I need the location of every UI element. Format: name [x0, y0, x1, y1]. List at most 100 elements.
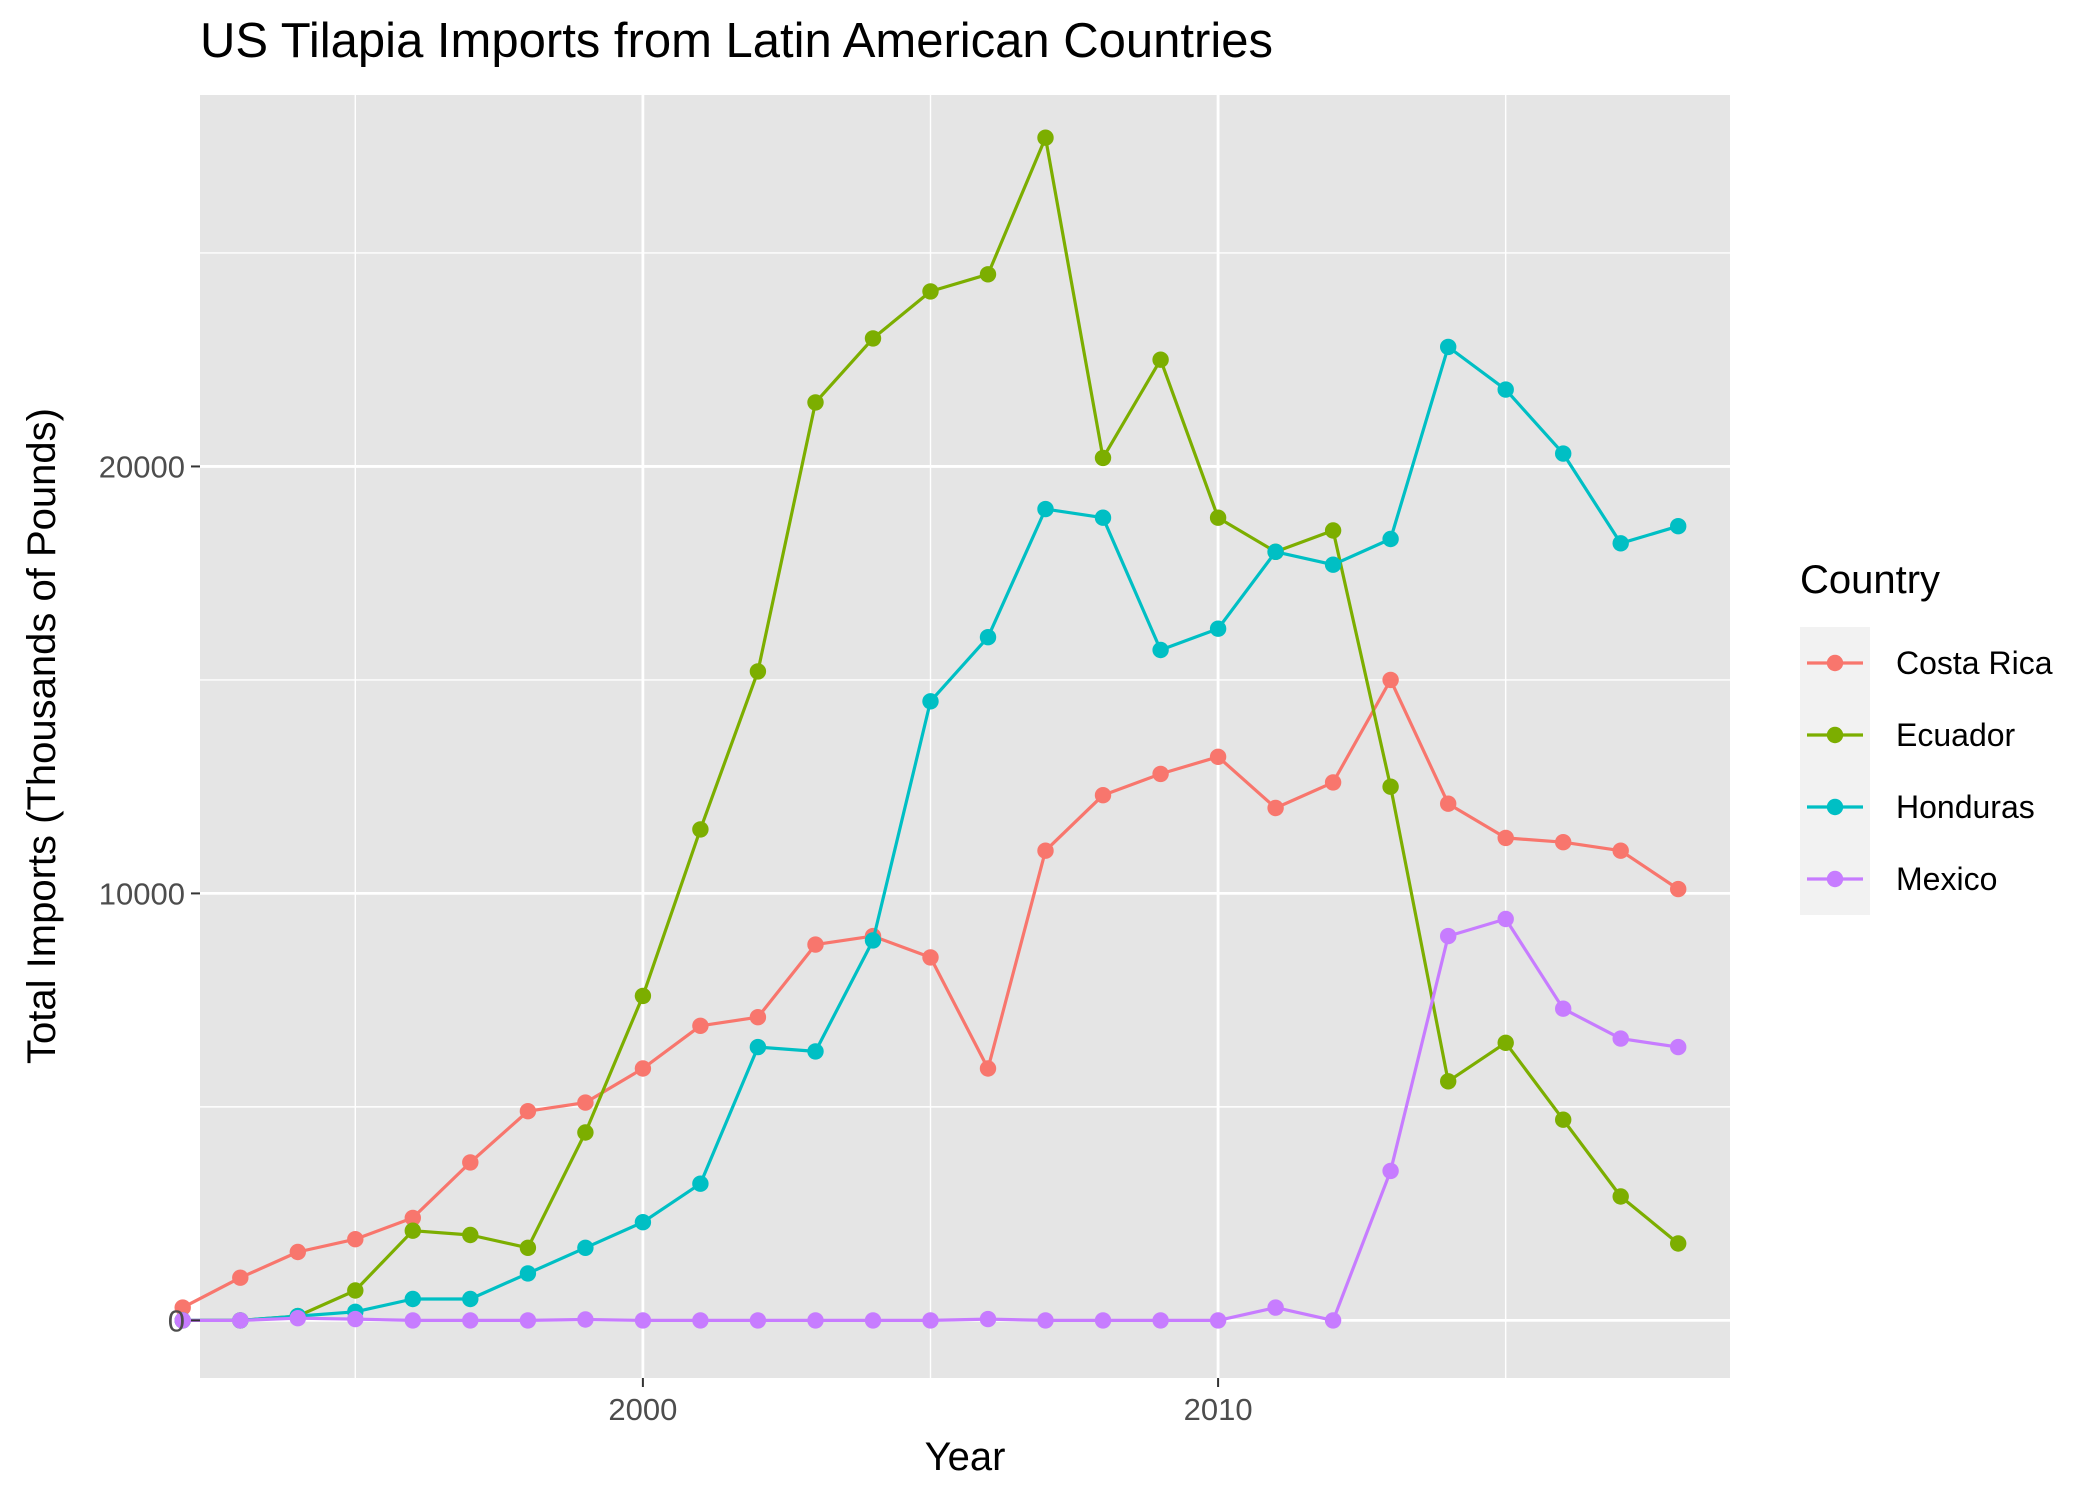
data-point-ecuador [577, 1124, 594, 1141]
data-point-mexico [1037, 1312, 1054, 1329]
data-point-ecuador [1152, 351, 1169, 368]
axis-layer: 2000 2010 0 10000 20000 [99, 449, 1253, 1427]
legend-label-ecuador: Ecuador [1896, 717, 2016, 753]
data-point-honduras [519, 1265, 537, 1282]
data-point-costa-rica [1267, 799, 1284, 817]
data-point-ecuador [749, 663, 767, 680]
data-point-costa-rica [807, 936, 824, 953]
data-point-mexico [1555, 1000, 1572, 1017]
x-tick-label: 2010 [1184, 1392, 1253, 1427]
y-tick-label: 0 [168, 1303, 185, 1338]
y-tick-label: 20000 [99, 449, 185, 484]
legend-label-mexico: Mexico [1896, 861, 1997, 897]
data-point-honduras [1497, 381, 1514, 398]
data-point-mexico [577, 1311, 594, 1328]
data-point-costa-rica [462, 1154, 479, 1171]
data-point-mexico [864, 1312, 882, 1329]
data-point-honduras [634, 1214, 652, 1231]
data-point-ecuador [864, 330, 882, 347]
data-point-honduras [1670, 518, 1687, 535]
data-point-ecuador [1497, 1034, 1514, 1052]
data-point-honduras [807, 1043, 824, 1060]
legend-key-point-mexico [1826, 870, 1844, 888]
data-point-ecuador [692, 821, 709, 838]
x-tick-label: 2000 [608, 1392, 677, 1427]
data-point-ecuador [1555, 1111, 1572, 1128]
data-point-ecuador [634, 987, 652, 1005]
y-tick-label: 10000 [99, 876, 185, 911]
data-point-costa-rica [749, 1009, 767, 1026]
data-point-costa-rica [1324, 774, 1342, 791]
data-point-ecuador [1382, 778, 1399, 795]
legend-label-costa-rica: Costa Rica [1896, 645, 2053, 681]
data-point-costa-rica [979, 1060, 997, 1077]
data-point-mexico [232, 1312, 249, 1329]
data-point-costa-rica [174, 1299, 191, 1316]
data-point-honduras [577, 1239, 594, 1257]
legend-key-point-honduras [1826, 798, 1844, 816]
data-point-costa-rica [1209, 748, 1227, 765]
data-point-costa-rica [634, 1060, 652, 1077]
data-point-mexico [1497, 910, 1514, 928]
data-point-honduras [1094, 509, 1112, 526]
data-point-honduras [1382, 530, 1399, 548]
data-point-costa-rica [404, 1209, 421, 1227]
data-point-mexico [634, 1312, 652, 1329]
data-point-ecuador [807, 394, 824, 411]
data-point-costa-rica [1037, 842, 1054, 859]
data-point-honduras [1209, 620, 1227, 637]
data-point-costa-rica [1440, 795, 1457, 812]
data-point-mexico [347, 1310, 364, 1328]
data-point-honduras [1440, 338, 1457, 356]
legend-key-point-ecuador [1826, 726, 1844, 744]
data-point-mexico [1612, 1030, 1629, 1047]
y-axis-title: Total Imports (Thousands of Pounds) [20, 408, 64, 1064]
data-point-ecuador [1612, 1188, 1629, 1205]
data-point-honduras [1267, 543, 1284, 560]
data-point-mexico [1440, 927, 1457, 945]
data-point-mexico [1382, 1162, 1399, 1180]
data-point-honduras [749, 1038, 767, 1056]
legend-label-honduras: Honduras [1896, 789, 2035, 825]
data-point-ecuador [347, 1282, 364, 1299]
data-point-ecuador [1209, 509, 1227, 526]
data-point-ecuador [519, 1239, 537, 1257]
data-point-costa-rica [1152, 765, 1169, 783]
data-point-costa-rica [692, 1017, 709, 1034]
data-point-costa-rica [347, 1231, 364, 1248]
data-point-mexico [807, 1312, 824, 1329]
data-point-ecuador [404, 1222, 421, 1239]
data-point-mexico [922, 1312, 939, 1329]
data-point-honduras [404, 1290, 421, 1308]
data-point-mexico [519, 1312, 537, 1329]
data-point-costa-rica [577, 1094, 594, 1111]
data-point-ecuador [1324, 522, 1342, 539]
data-point-honduras [692, 1175, 709, 1192]
data-point-mexico [289, 1310, 306, 1327]
data-point-costa-rica [1382, 671, 1399, 689]
data-point-mexico [462, 1312, 479, 1329]
data-point-mexico [404, 1312, 421, 1329]
data-point-mexico [1670, 1038, 1687, 1056]
data-point-honduras [1324, 556, 1342, 573]
data-point-honduras [979, 629, 997, 646]
data-point-ecuador [922, 283, 939, 300]
data-point-mexico [1094, 1312, 1112, 1329]
data-point-honduras [922, 693, 939, 710]
data-point-costa-rica [232, 1269, 249, 1286]
data-point-mexico [1324, 1312, 1342, 1329]
data-point-costa-rica [1497, 829, 1514, 847]
data-point-costa-rica [1670, 880, 1687, 898]
data-point-mexico [692, 1312, 709, 1329]
series-layer [174, 129, 1687, 1329]
data-point-ecuador [462, 1226, 479, 1244]
data-point-honduras [462, 1290, 479, 1308]
legend-title: Country [1800, 558, 1940, 602]
data-point-ecuador [1094, 449, 1112, 467]
data-point-mexico [979, 1310, 997, 1328]
data-point-costa-rica [1612, 842, 1629, 859]
legend-key-point-costa-rica [1826, 654, 1844, 672]
legend: Country Costa Rica Ecuador Honduras Mexico [1800, 558, 2053, 915]
x-axis-title: Year [925, 1435, 1006, 1479]
